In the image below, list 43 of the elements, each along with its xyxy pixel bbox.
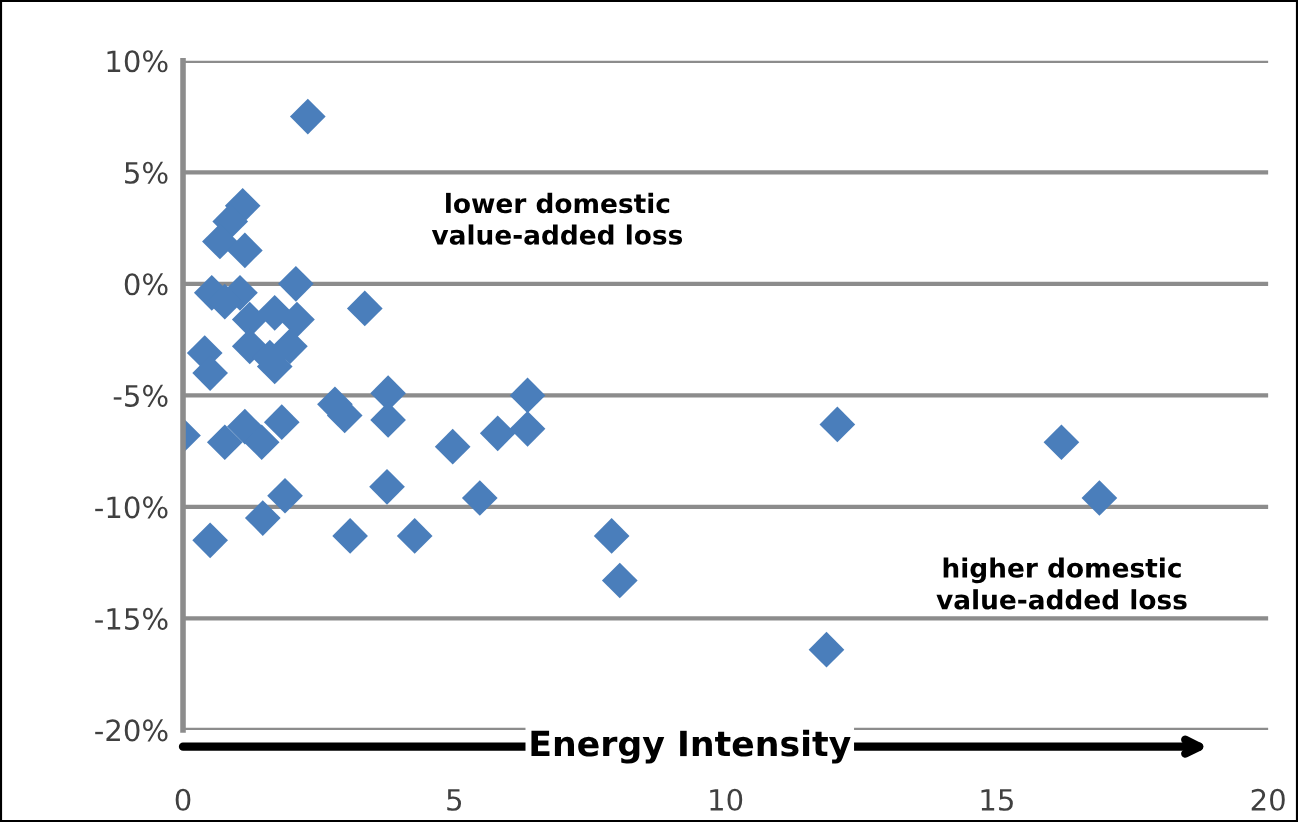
point xyxy=(1081,480,1118,516)
point xyxy=(278,266,314,302)
point xyxy=(244,500,281,536)
point xyxy=(289,98,326,135)
x-tick-label: 20 xyxy=(1251,788,1285,811)
point xyxy=(509,411,546,447)
point xyxy=(192,522,228,559)
y-tick-label: 0% xyxy=(124,273,168,296)
point xyxy=(202,223,238,260)
point xyxy=(227,408,263,445)
point xyxy=(206,424,243,461)
point xyxy=(1043,424,1080,461)
y-tick-label: 10% xyxy=(107,50,168,73)
point xyxy=(396,518,433,554)
annotation: lower domestic value-added loss xyxy=(431,192,683,245)
point xyxy=(263,404,300,440)
annotation: higher domestic value-added loss xyxy=(936,557,1187,610)
y-tick-label: -10% xyxy=(95,496,168,519)
point xyxy=(601,562,638,599)
point xyxy=(369,468,405,505)
point xyxy=(243,424,280,461)
y-tick-label: -15% xyxy=(95,607,168,630)
point xyxy=(272,328,308,365)
point xyxy=(819,406,856,443)
x-tick-label: 5 xyxy=(447,789,462,811)
point xyxy=(267,477,303,514)
point xyxy=(227,232,263,269)
x-tick-label: 0 xyxy=(175,788,191,811)
point xyxy=(808,631,845,668)
y-tick-label: 5% xyxy=(125,161,168,184)
x-tick-label: 10 xyxy=(710,788,743,811)
point xyxy=(593,518,630,554)
point xyxy=(434,428,471,465)
annotation: Energy Intensity xyxy=(531,729,851,764)
point xyxy=(509,377,546,414)
y-tick-label: -5% xyxy=(113,384,168,407)
point xyxy=(346,290,383,327)
point xyxy=(332,518,368,554)
y-tick-label: -20% xyxy=(95,719,168,742)
point xyxy=(461,480,498,516)
x-tick-label: 15 xyxy=(981,789,1013,811)
point xyxy=(279,301,315,338)
point xyxy=(479,415,516,452)
